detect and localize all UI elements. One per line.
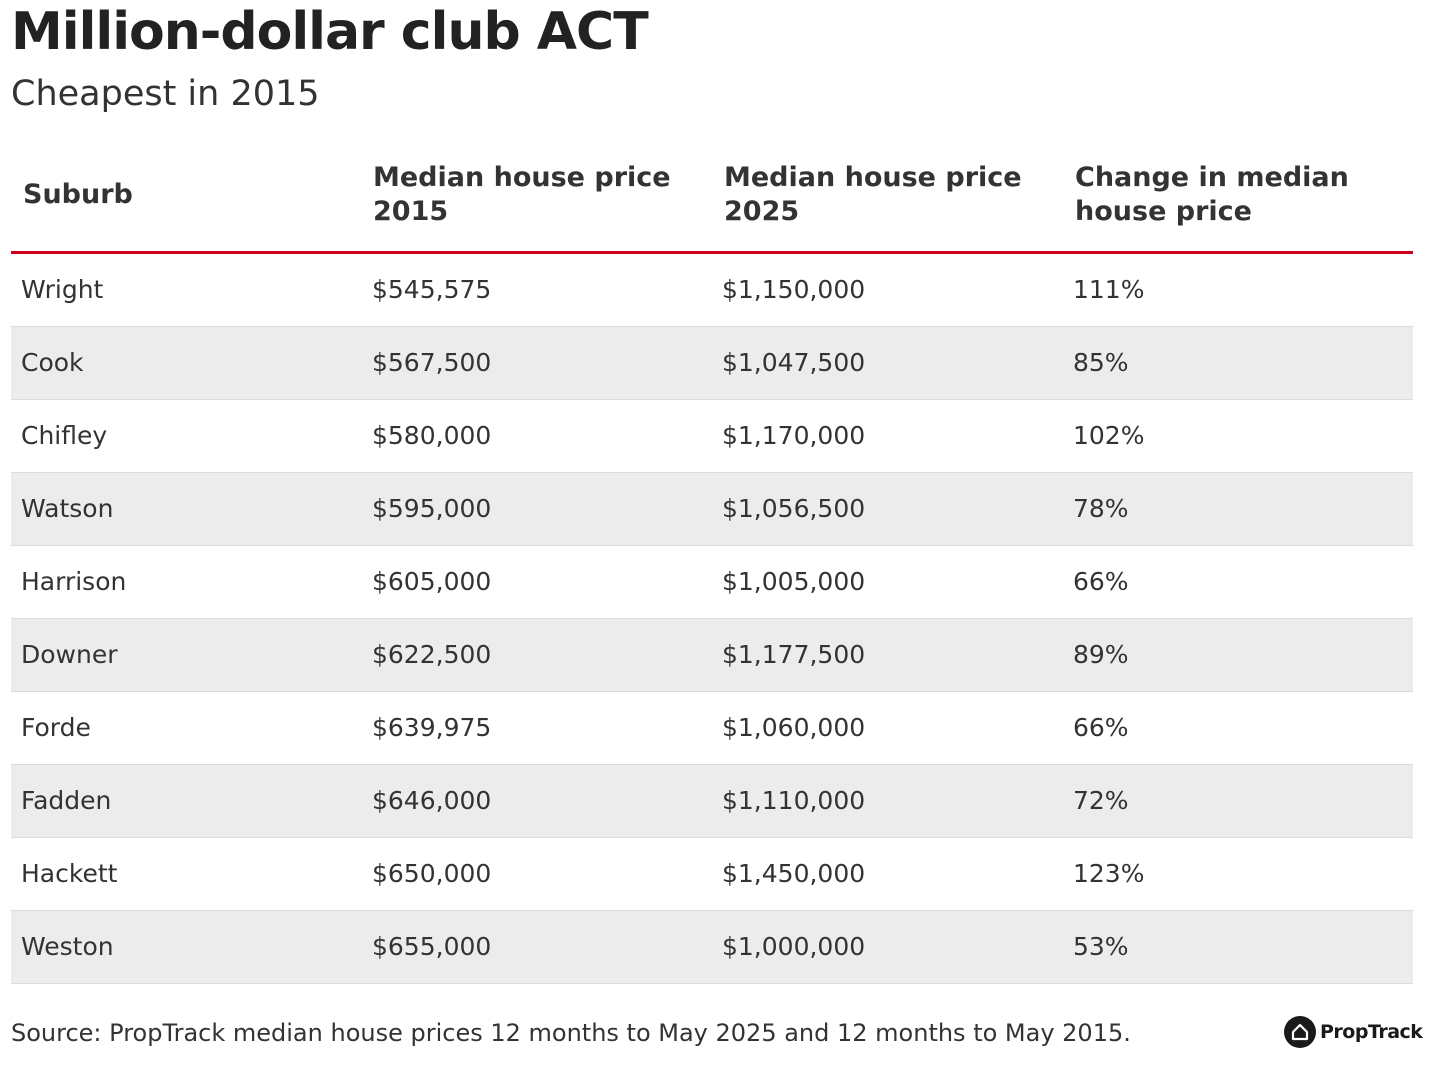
table-row: Watson $595,000 $1,056,500 78%	[11, 473, 1413, 546]
price-2015-cell: $639,975	[372, 713, 492, 742]
data-table: Suburb Median house price 2015 Median ho…	[11, 143, 1413, 984]
table-header: Suburb Median house price 2015 Median ho…	[11, 143, 1413, 254]
price-2015-cell: $545,575	[372, 275, 492, 304]
column-header-suburb: Suburb	[23, 179, 133, 210]
chart-subtitle: Cheapest in 2015	[11, 74, 320, 114]
price-2015-cell: $646,000	[372, 786, 492, 815]
source-note: Source: PropTrack median house prices 12…	[11, 1019, 1131, 1047]
price-2015-cell: $605,000	[372, 567, 492, 596]
table-row: Harrison $605,000 $1,005,000 66%	[11, 546, 1413, 619]
table-row: Chifley $580,000 $1,170,000 102%	[11, 400, 1413, 473]
table-row: Weston $655,000 $1,000,000 53%	[11, 911, 1413, 984]
price-2015-cell: $622,500	[372, 640, 492, 669]
suburb-cell: Hackett	[21, 859, 118, 888]
table-row: Wright $545,575 $1,150,000 111%	[11, 254, 1413, 327]
column-header-price-2025: Median house price 2025	[724, 162, 1022, 227]
change-cell: 123%	[1073, 859, 1145, 888]
change-cell: 89%	[1073, 640, 1129, 669]
price-2015-cell: $655,000	[372, 932, 492, 961]
suburb-cell: Wright	[21, 275, 104, 304]
change-cell: 78%	[1073, 494, 1129, 523]
suburb-cell: Forde	[21, 713, 91, 742]
price-2025-cell: $1,047,500	[722, 348, 866, 377]
logo-text: PropTrack	[1320, 1021, 1423, 1043]
suburb-cell: Cook	[21, 348, 84, 377]
table-row: Hackett $650,000 $1,450,000 123%	[11, 838, 1413, 911]
suburb-cell: Downer	[21, 640, 118, 669]
suburb-cell: Harrison	[21, 567, 127, 596]
house-icon	[1284, 1016, 1316, 1048]
price-2025-cell: $1,150,000	[722, 275, 866, 304]
change-cell: 66%	[1073, 567, 1129, 596]
price-2025-cell: $1,110,000	[722, 786, 866, 815]
column-header-change: Change in median house price	[1075, 162, 1349, 227]
change-cell: 72%	[1073, 786, 1129, 815]
change-cell: 102%	[1073, 421, 1145, 450]
price-2015-cell: $595,000	[372, 494, 492, 523]
suburb-cell: Weston	[21, 932, 114, 961]
table-row: Cook $567,500 $1,047,500 85%	[11, 327, 1413, 400]
change-cell: 85%	[1073, 348, 1129, 377]
table-row: Forde $639,975 $1,060,000 66%	[11, 692, 1413, 765]
price-2025-cell: $1,056,500	[722, 494, 866, 523]
suburb-cell: Fadden	[21, 786, 112, 815]
column-header-price-2015: Median house price 2015	[373, 162, 671, 227]
change-cell: 66%	[1073, 713, 1129, 742]
price-2025-cell: $1,005,000	[722, 567, 866, 596]
price-2015-cell: $567,500	[372, 348, 492, 377]
price-2025-cell: $1,170,000	[722, 421, 866, 450]
chart-title: Million-dollar club ACT	[11, 2, 649, 62]
change-cell: 111%	[1073, 275, 1145, 304]
price-2015-cell: $580,000	[372, 421, 492, 450]
price-2025-cell: $1,450,000	[722, 859, 866, 888]
price-2025-cell: $1,177,500	[722, 640, 866, 669]
price-2025-cell: $1,060,000	[722, 713, 866, 742]
suburb-cell: Chifley	[21, 421, 108, 450]
suburb-cell: Watson	[21, 494, 114, 523]
table-row: Fadden $646,000 $1,110,000 72%	[11, 765, 1413, 838]
table-row: Downer $622,500 $1,177,500 89%	[11, 619, 1413, 692]
table-body: Wright $545,575 $1,150,000 111% Cook $567,500…	[11, 254, 1413, 984]
price-2025-cell: $1,000,000	[722, 932, 866, 961]
price-2015-cell: $650,000	[372, 859, 492, 888]
change-cell: 53%	[1073, 932, 1129, 961]
proptrack-logo: PropTrack	[1284, 1016, 1423, 1048]
